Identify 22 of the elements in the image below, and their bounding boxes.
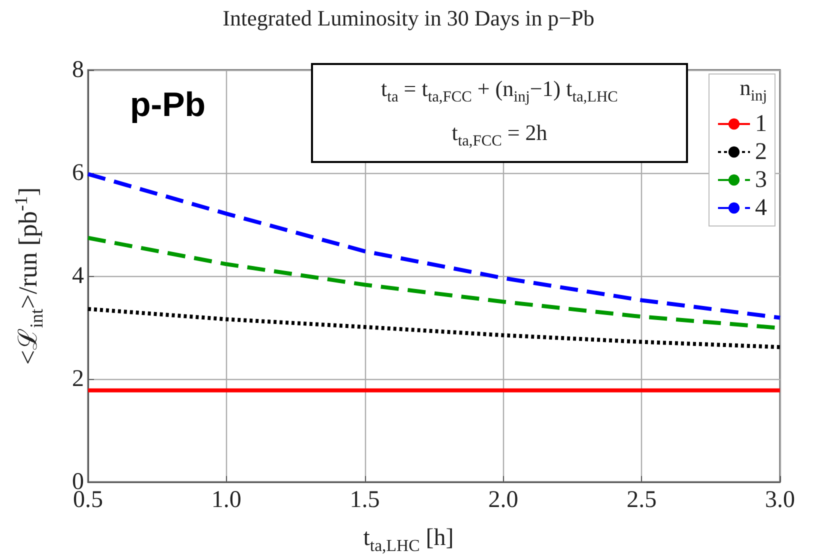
y-tick-label: 6 [72, 160, 84, 186]
x-tick-label: 1.5 [350, 487, 380, 513]
x-tick-label: 1.0 [211, 487, 242, 513]
x-tick-label: 2.0 [488, 487, 518, 513]
chart-title: Integrated Luminosity in 30 Days in p−Pb [222, 6, 594, 30]
annotation: t$_{ta}$ = t$_{ta,FCC}$ + (n$_{inj}$−1) t$_{ta,LHC}$ [380, 75, 619, 108]
legend-label: 2 [755, 139, 767, 165]
x-axis-title: t$_{ta,LHC}$ [h] [362, 525, 455, 556]
y-tick-label: 2 [72, 366, 84, 392]
line-series [86, 172, 782, 320]
y-tick-label: 4 [72, 263, 84, 289]
x-tick-label: 3.0 [765, 487, 795, 513]
formula-box: t$_{ta}$ = t$_{ta,FCC}$ + (n$_{inj}$−1) t$_{ta,LHC}$ t$_{ta,FCC}$ = 2h [311, 63, 688, 163]
legend-title: n$_{inj}$ [740, 75, 767, 106]
y-tick-label: 8 [72, 57, 84, 83]
legend-label: 4 [755, 195, 767, 221]
annotation: t$_{ta,FCC}$ = 2h [450, 119, 548, 152]
x-tick-label: 2.5 [626, 487, 657, 513]
legend-label: 3 [755, 167, 767, 193]
legend-label: 1 [755, 111, 767, 137]
line-series [86, 306, 782, 350]
annotation: p-Pb [130, 86, 206, 124]
